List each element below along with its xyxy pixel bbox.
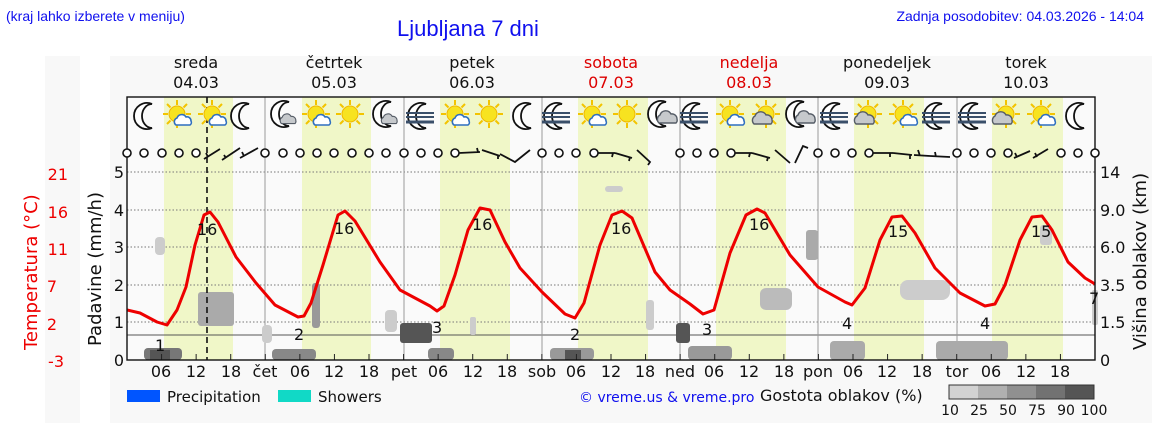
svg-text:06: 06: [704, 362, 724, 381]
svg-text:16: 16: [334, 219, 354, 238]
x-axis-labels: 06 12 18 čet 06 12 18 pet 06 12 18 sob 06 12 18 …: [151, 362, 1070, 381]
svg-text:50: 50: [999, 403, 1017, 419]
day-header-2: četrtek 05.03: [305, 53, 363, 92]
svg-text:14: 14: [1100, 163, 1120, 182]
svg-text:18: 18: [497, 362, 517, 381]
day-header-5: nedelja 08.03: [719, 53, 779, 92]
svg-text:90: 90: [1057, 403, 1075, 419]
svg-text:2: 2: [47, 315, 57, 334]
svg-text:12: 12: [739, 362, 759, 381]
precipitation-axis-title: Padavine (mm/h): [85, 192, 106, 346]
svg-text:06: 06: [566, 362, 586, 381]
svg-text:75: 75: [1028, 403, 1046, 419]
legend-showers-swatch: [278, 390, 311, 402]
svg-text:1: 1: [114, 313, 124, 332]
svg-text:5: 5: [114, 163, 124, 182]
svg-text:12: 12: [1016, 362, 1036, 381]
svg-text:3: 3: [114, 238, 124, 257]
last-update: Zadnja posodobitev: 04.03.2026 - 14:04: [896, 8, 1144, 24]
svg-text:0: 0: [1100, 351, 1110, 370]
svg-text:12: 12: [877, 362, 897, 381]
hour-ticks: [161, 354, 1061, 360]
cloud-density-ticks: 10 25 50 75 90 100: [941, 403, 1107, 419]
svg-text:25: 25: [970, 403, 988, 419]
svg-text:7: 7: [47, 277, 57, 296]
svg-text:pon: pon: [803, 362, 833, 381]
svg-text:21: 21: [48, 165, 68, 184]
svg-text:18: 18: [912, 362, 932, 381]
svg-text:9.0: 9.0: [1100, 201, 1125, 220]
svg-text:16: 16: [611, 219, 631, 238]
svg-text:06: 06: [290, 362, 310, 381]
svg-text:3: 3: [702, 320, 712, 339]
temperature-axis-title: Temperatura (°C): [21, 194, 42, 351]
svg-text:12: 12: [463, 362, 483, 381]
precipitation-axis-ticks: 5 4 3 2 1 0: [114, 163, 124, 370]
svg-text:15: 15: [1031, 222, 1051, 241]
svg-text:0: 0: [114, 351, 124, 370]
day-header-4: sobota 07.03: [583, 53, 639, 92]
day-header-7: torek 10.03: [1003, 53, 1049, 92]
svg-text:18: 18: [221, 362, 241, 381]
svg-text:ned: ned: [665, 362, 695, 381]
legend-showers-label: Showers: [318, 388, 382, 406]
svg-text:18: 18: [635, 362, 655, 381]
temperature-labels: 16 16 16 16 16 15 15 1 2 3 2 3 4 4 7: [155, 215, 1099, 355]
svg-text:18: 18: [1050, 362, 1070, 381]
location-hint: (kraj lahko izberete v meniju): [6, 8, 185, 24]
svg-text:1.5: 1.5: [1100, 313, 1125, 332]
svg-text:06: 06: [428, 362, 448, 381]
svg-text:100: 100: [1081, 403, 1108, 419]
svg-text:16: 16: [472, 215, 492, 234]
svg-text:sob: sob: [528, 362, 556, 381]
svg-text:06: 06: [981, 362, 1001, 381]
svg-text:12: 12: [601, 362, 621, 381]
temperature-axis-ticks: 21 16 11 7 2 -3: [47, 165, 68, 371]
day-header-6: ponedeljek 09.03: [843, 53, 931, 92]
svg-text:7: 7: [1089, 289, 1099, 308]
cloud-height-axis-ticks: 14 9.0 6.0 3.5 1.5 0: [1100, 163, 1125, 370]
svg-text:2: 2: [570, 325, 580, 344]
svg-text:11: 11: [48, 240, 68, 259]
tmax-label: 16: [197, 220, 217, 239]
svg-text:4: 4: [114, 201, 124, 220]
svg-text:10: 10: [941, 403, 959, 419]
svg-text:čet: čet: [253, 362, 278, 381]
svg-text:16: 16: [749, 215, 769, 234]
svg-text:18: 18: [774, 362, 794, 381]
svg-text:2: 2: [294, 325, 304, 344]
cloud-density-title: Gostota oblakov (%): [760, 386, 923, 405]
page-title: Ljubljana 7 dni: [397, 16, 539, 41]
legend-precipitation-swatch: [127, 390, 160, 402]
copyright: © vreme.us & vreme.pro: [579, 390, 754, 406]
left-axis-panel: [45, 56, 80, 423]
day-header-3: petek 06.03: [449, 53, 495, 92]
tmin-label: 1: [155, 336, 165, 355]
svg-text:pet: pet: [391, 362, 417, 381]
svg-text:4: 4: [842, 314, 852, 333]
svg-text:3.5: 3.5: [1100, 276, 1125, 295]
cloud-density-scale: [948, 384, 1095, 400]
svg-text:15: 15: [888, 222, 908, 241]
svg-text:6.0: 6.0: [1100, 238, 1125, 257]
svg-text:16: 16: [48, 203, 68, 222]
svg-text:18: 18: [359, 362, 379, 381]
temperature-line: [126, 206, 1096, 327]
svg-text:tor: tor: [946, 362, 969, 381]
cloud-height-axis-title: Višina oblakov (km): [1130, 173, 1151, 350]
svg-text:2: 2: [114, 276, 124, 295]
svg-text:-3: -3: [48, 352, 64, 371]
svg-text:3: 3: [432, 318, 442, 337]
svg-text:12: 12: [324, 362, 344, 381]
day-header-1: sreda 04.03: [173, 53, 219, 92]
svg-text:06: 06: [843, 362, 863, 381]
wind-barbs: [122, 144, 1100, 166]
legend-precipitation-label: Precipitation: [167, 388, 261, 406]
svg-text:06: 06: [151, 362, 171, 381]
svg-text:4: 4: [980, 314, 990, 333]
gridlines: [127, 171, 1095, 323]
svg-text:12: 12: [186, 362, 206, 381]
